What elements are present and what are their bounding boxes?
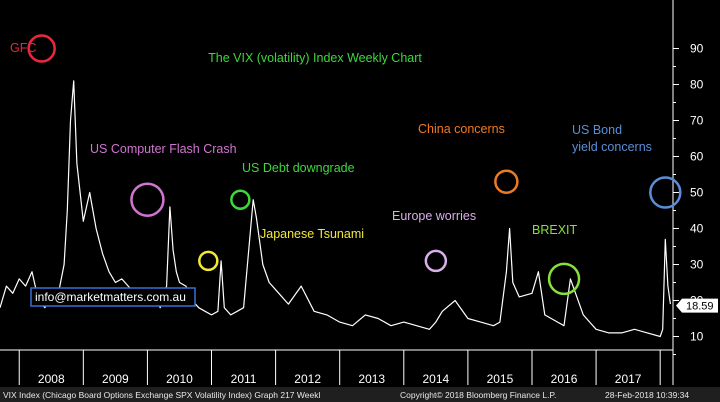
series-group <box>0 80 671 338</box>
flash-crash-label: US Computer Flash Crash <box>90 142 237 156</box>
footer-left: VIX Index (Chicago Board Options Exchang… <box>3 390 320 400</box>
us-bond-label-line2: yield concerns <box>572 140 652 154</box>
last-value: 18.59 <box>686 301 714 313</box>
y-tick-label: 10 <box>690 330 704 344</box>
email-text[interactable]: info@marketmatters.com.au <box>35 290 186 304</box>
x-tick-label: 2014 <box>422 372 449 386</box>
x-tick-label: 2012 <box>294 372 321 386</box>
x-tick-label: 2010 <box>166 372 193 386</box>
brexit-circle <box>547 262 581 296</box>
europe-worries-circle <box>424 249 448 273</box>
chart-title: The VIX (volatility) Index Weekly Chart <box>208 51 422 65</box>
x-tick-label: 2008 <box>38 372 65 386</box>
y-tick-label: 90 <box>690 42 704 56</box>
x-tick-label: 2013 <box>358 372 385 386</box>
europe-worries-label: Europe worries <box>392 209 476 223</box>
us-bond-label: US Bond <box>572 123 622 137</box>
brexit-label: BREXIT <box>532 223 578 237</box>
footer-right: 28-Feb-2018 10:39:34 <box>605 390 689 400</box>
gfc-label: GFC <box>10 41 36 55</box>
email-box[interactable]: info@marketmatters.com.au <box>30 287 196 307</box>
annotations: GFC US Computer Flash Crash Japanese Tsuna… <box>10 34 682 296</box>
y-tick-label: 60 <box>690 150 704 164</box>
y-tick-label: 80 <box>690 78 704 92</box>
last-value-badge: 18.59 <box>676 298 718 313</box>
x-tick-label: 2017 <box>615 372 642 386</box>
china-concerns-label: China concerns <box>418 122 505 136</box>
japanese-tsunami-label: Japanese Tsunami <box>260 227 364 241</box>
china-concerns-circle <box>494 169 519 194</box>
flash-crash-circle <box>130 182 165 217</box>
x-tick-label: 2011 <box>231 372 257 386</box>
y-tick-label: 30 <box>690 258 704 272</box>
gfc-circle <box>27 34 56 63</box>
footer: VIX Index (Chicago Board Options Exchang… <box>0 387 720 402</box>
y-tick-label: 70 <box>690 114 704 128</box>
x-tick-label: 2009 <box>102 372 129 386</box>
x-tick-label: 2015 <box>487 372 514 386</box>
vix-series-line <box>0 80 671 338</box>
x-axis: 2008 2009 2010 2011 2012 2013 2014 2015 2016 2017 <box>18 350 661 386</box>
y-tick-label: 40 <box>690 222 704 236</box>
japanese-tsunami-circle <box>198 250 219 272</box>
footer-middle: Copyright© 2018 Bloomberg Finance L.P. <box>400 390 556 400</box>
us-debt-label: US Debt downgrade <box>242 161 355 175</box>
us-bond-circle <box>649 176 682 209</box>
y-tick-label: 50 <box>690 186 704 200</box>
x-tick-label: 2016 <box>551 372 578 386</box>
us-debt-circle <box>230 189 251 210</box>
